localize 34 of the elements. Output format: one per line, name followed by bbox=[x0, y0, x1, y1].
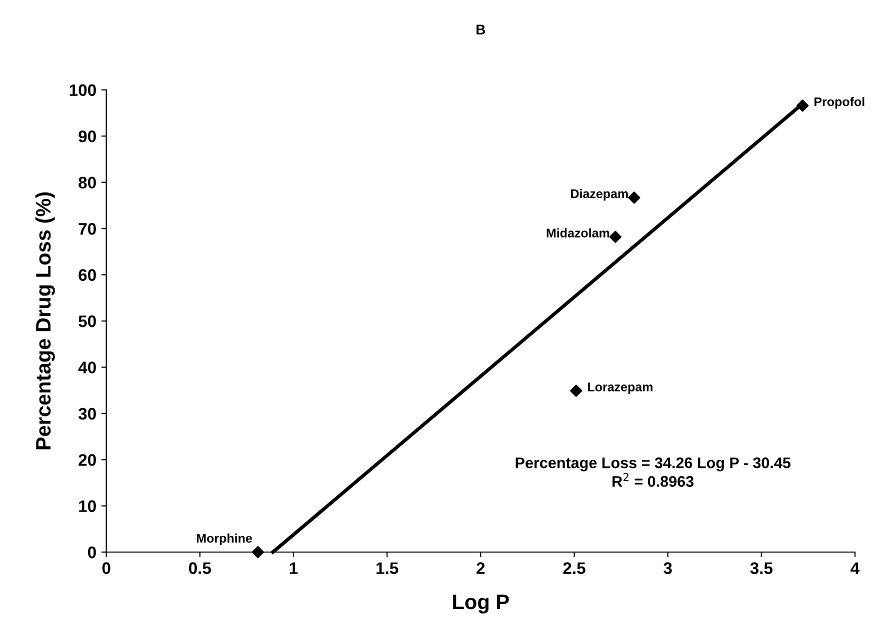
y-tick-label: 30 bbox=[78, 408, 96, 420]
annotation: Lorazepam bbox=[588, 382, 652, 394]
y-axis-title: Percentage Drug Loss (%) bbox=[35, 192, 55, 450]
x-tick-label: 1 bbox=[290, 562, 298, 574]
annotation: Midazolam bbox=[546, 228, 610, 238]
x-tick-label: 0 bbox=[102, 562, 110, 574]
annotation: Morphine bbox=[196, 534, 252, 546]
y-tick-label: 20 bbox=[78, 454, 96, 466]
annotation: Propofol bbox=[814, 96, 864, 109]
x-axis-title: Log P bbox=[453, 594, 509, 614]
annotation: Percentage Loss = 34.26 Log P - 30.45 R$^{2}$ = 0.8963 bbox=[516, 457, 790, 487]
chart-title: B bbox=[476, 24, 486, 34]
y-tick-label: 100 bbox=[70, 84, 96, 96]
x-tick-label: 2.5 bbox=[563, 562, 586, 574]
point bbox=[252, 546, 264, 558]
point bbox=[628, 192, 640, 204]
y-tick-label: 90 bbox=[78, 130, 96, 142]
y-tick-label: 80 bbox=[78, 176, 96, 189]
y-tick-label: 60 bbox=[78, 269, 96, 281]
point bbox=[796, 100, 809, 112]
y-tick-label: 40 bbox=[78, 362, 96, 374]
point bbox=[609, 230, 622, 243]
x-tick-label: 1.5 bbox=[376, 562, 398, 574]
x-tick-label: 0.5 bbox=[188, 562, 212, 574]
x-tick-label: 3.5 bbox=[750, 562, 773, 574]
x-tick-label: 2 bbox=[476, 562, 485, 574]
y-tick-label: 70 bbox=[78, 222, 96, 235]
y-tick-label: 50 bbox=[78, 315, 96, 328]
point bbox=[570, 384, 582, 397]
annotation: Diazepam bbox=[571, 188, 628, 201]
x-tick-label: 4 bbox=[850, 562, 860, 574]
y-tick-label: 0 bbox=[88, 546, 96, 558]
x-tick-label: 3 bbox=[664, 562, 672, 574]
y-tick-label: 10 bbox=[79, 500, 96, 512]
